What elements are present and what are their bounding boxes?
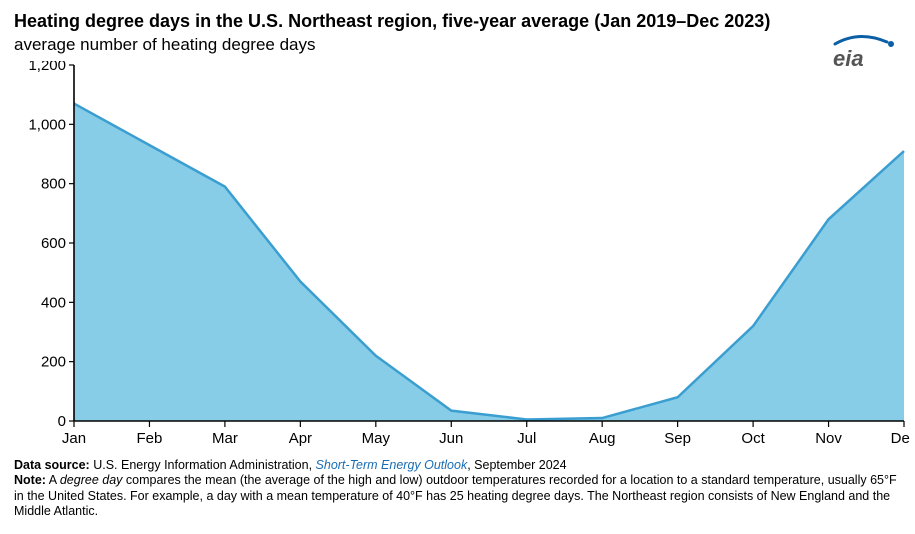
note-prefix: A — [46, 473, 60, 487]
x-tick-label: Jun — [439, 430, 463, 447]
source-link[interactable]: Short-Term Energy Outlook — [316, 458, 468, 472]
figure-root: Heating degree days in the U.S. Northeas… — [0, 0, 915, 534]
x-tick-label: Sep — [664, 430, 691, 447]
x-tick-label: Oct — [741, 430, 765, 447]
x-tick-label: Feb — [137, 430, 163, 447]
chart-area: 0 200 400 600 800 1,000 1,200 Jan Feb Mar Apr May Ju… — [20, 61, 901, 452]
x-tick-label: Aug — [589, 430, 616, 447]
area-fill — [74, 103, 904, 420]
x-tick-label: Mar — [212, 430, 238, 447]
chart-title: Heating degree days in the U.S. Northeas… — [14, 10, 901, 33]
source-label: Data source: — [14, 458, 90, 472]
x-tick-label: Dec — [891, 430, 910, 447]
area-chart-svg: 0 200 400 600 800 1,000 1,200 Jan Feb Mar Apr May Ju… — [20, 61, 910, 447]
svg-text:800: 800 — [41, 175, 66, 192]
x-tick-label: Nov — [815, 430, 842, 447]
source-suffix: , September 2024 — [467, 458, 566, 472]
chart-subtitle: average number of heating degree days — [14, 35, 901, 55]
svg-text:400: 400 — [41, 294, 66, 311]
svg-text:200: 200 — [41, 353, 66, 370]
footnotes: Data source: U.S. Energy Information Adm… — [14, 458, 901, 521]
svg-text:1,000: 1,000 — [28, 116, 66, 133]
x-tick-label: Jul — [517, 430, 536, 447]
source-prefix: U.S. Energy Information Administration, — [90, 458, 316, 472]
note-italic-term: degree day — [60, 473, 123, 487]
note-label: Note: — [14, 473, 46, 487]
svg-text:1,200: 1,200 — [28, 61, 66, 74]
x-tick-label: May — [362, 430, 391, 447]
x-tick-label: Apr — [289, 430, 312, 447]
svg-text:0: 0 — [58, 413, 66, 430]
x-tick-label: Jan — [62, 430, 86, 447]
svg-text:600: 600 — [41, 235, 66, 252]
note-body: compares the mean (the average of the hi… — [14, 473, 897, 518]
note-line: Note: A degree day compares the mean (th… — [14, 473, 901, 520]
data-source-line: Data source: U.S. Energy Information Adm… — [14, 458, 901, 474]
